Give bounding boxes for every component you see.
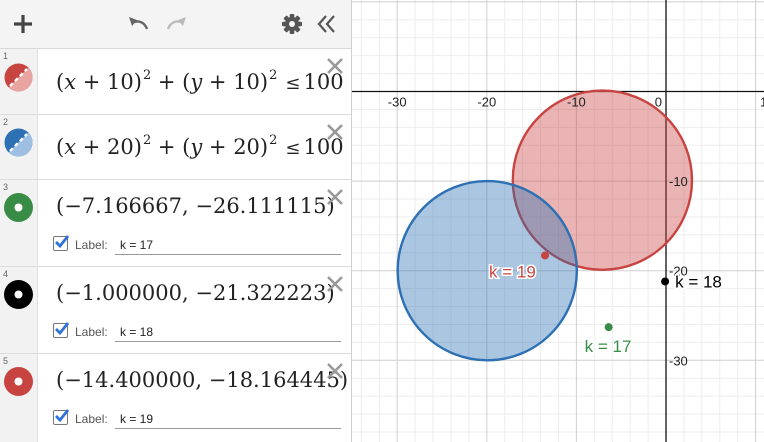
point-label: k = 19 xyxy=(489,262,536,281)
label-row: Label: k = 17 xyxy=(53,235,343,257)
shaded-inequality-icon xyxy=(4,128,33,157)
tick-labels: -30 -20 -10 0 1 -10 -20 -30 xyxy=(388,95,764,369)
label-input[interactable]: k = 18 xyxy=(115,321,341,342)
redo-icon xyxy=(166,17,186,30)
x-tick-label: 0 xyxy=(655,95,662,110)
expression-row-4[interactable]: 4 (−1.000000, −21.322223) Label: k = 18 xyxy=(0,267,351,354)
checkmark-icon xyxy=(55,322,69,336)
axes xyxy=(352,0,764,442)
point-icon xyxy=(14,377,23,386)
point-color-toggle[interactable] xyxy=(4,280,33,309)
gear-icon xyxy=(282,14,302,34)
double-chevron-left-icon xyxy=(317,15,335,33)
expression-index: 2 xyxy=(3,117,9,127)
expression-row-5[interactable]: 5 (−14.400000, −18.164445) Label: k = 19 xyxy=(0,354,351,442)
point-color-toggle[interactable] xyxy=(4,193,33,222)
inequality-x-offset: 20 xyxy=(107,135,134,159)
graph-point[interactable] xyxy=(661,277,670,286)
expression-row-3[interactable]: 3 (−7.166667, −26.111115) Label: k = 17 xyxy=(0,180,351,267)
y-tick-label: -10 xyxy=(669,174,688,189)
label-row: Label: k = 19 xyxy=(53,409,343,431)
expression-math[interactable]: (−7.166667, −26.111115) xyxy=(56,194,335,218)
x-tick-label: -10 xyxy=(567,95,586,110)
expression-index: 1 xyxy=(3,51,9,61)
label-caption: Label: xyxy=(75,238,108,252)
points-layer: k = 17 k = 18 k = 19 xyxy=(488,251,723,358)
minor-gridlines xyxy=(352,0,764,442)
point-x: −7.166667 xyxy=(64,194,182,218)
inequality-region-2 xyxy=(396,179,579,362)
point-icon xyxy=(14,290,23,299)
expression-row-1[interactable]: 1 (x + 10)2 + (y + 10)2 ≤100 xyxy=(0,49,351,115)
shaded-inequality-color-toggle[interactable] xyxy=(4,128,33,157)
point-icon xyxy=(14,203,23,212)
inequality-y-offset: 10 xyxy=(233,70,260,94)
shaded-inequality-color-toggle[interactable] xyxy=(4,63,33,92)
expression-math[interactable]: (x + 20)2 + (y + 20)2 ≤100 xyxy=(56,133,344,159)
y-tick-label: -20 xyxy=(669,264,688,279)
delete-expression-button[interactable] xyxy=(325,361,345,381)
inequality-regions xyxy=(396,89,694,362)
undo-button[interactable] xyxy=(125,10,153,38)
inequality-rhs: 100 xyxy=(303,135,344,159)
expression-gutter: 5 xyxy=(0,354,38,442)
x-tick-label: 1 xyxy=(760,95,764,110)
inequality-rhs: 100 xyxy=(303,70,344,94)
add-expression-button[interactable] xyxy=(9,10,37,38)
point-label: k = 18 xyxy=(675,272,722,291)
shaded-inequality-icon xyxy=(4,63,33,92)
undo-icon xyxy=(129,17,149,30)
expression-math[interactable]: (x + 10)2 + (y + 10)2 ≤100 xyxy=(56,68,344,94)
x-tick-label: -30 xyxy=(388,95,407,110)
point-label: k = 17 xyxy=(585,337,632,356)
expression-gutter: 1 xyxy=(0,49,38,114)
label-caption: Label: xyxy=(75,325,108,339)
inequality-y-offset: 20 xyxy=(233,135,260,159)
label-caption: Label: xyxy=(75,412,108,426)
expression-toolbar xyxy=(0,0,351,49)
label-checkbox[interactable] xyxy=(53,235,69,251)
label-row: Label: k = 18 xyxy=(53,322,343,344)
label-input[interactable]: k = 19 xyxy=(115,408,341,429)
delete-expression-button[interactable] xyxy=(325,56,345,76)
plus-icon xyxy=(14,15,32,33)
y-tick-label: -30 xyxy=(669,353,688,368)
expression-row-2[interactable]: 2 (x + 20)2 + (y + 20)2 ≤100 xyxy=(0,115,351,180)
label-checkbox[interactable] xyxy=(53,322,69,338)
expression-index: 5 xyxy=(3,356,9,366)
point-color-toggle[interactable] xyxy=(4,367,33,396)
label-checkbox[interactable] xyxy=(53,409,69,425)
point-y: −26.111115 xyxy=(195,194,327,218)
x-tick-label: -20 xyxy=(477,95,496,110)
expression-index: 4 xyxy=(3,269,9,279)
expression-math[interactable]: (−1.000000, −21.322223) xyxy=(56,281,335,305)
expression-gutter: 2 xyxy=(0,115,38,179)
point-x: −14.400000 xyxy=(64,368,196,392)
point-y: −21.322223 xyxy=(195,281,327,305)
expression-gutter: 4 xyxy=(0,267,38,353)
redo-button[interactable] xyxy=(162,10,190,38)
graph-canvas[interactable]: -30 -20 -10 0 1 -10 -20 -30 k = 17 k = 18 k = 19 xyxy=(352,0,764,442)
point-y: −18.164445 xyxy=(208,368,340,392)
delete-expression-button[interactable] xyxy=(325,122,345,142)
checkmark-icon xyxy=(55,409,69,423)
delete-expression-button[interactable] xyxy=(325,187,345,207)
expression-index: 3 xyxy=(3,182,9,192)
point-x: −1.000000 xyxy=(64,281,182,305)
inequality-x-offset: 10 xyxy=(107,70,134,94)
delete-expression-button[interactable] xyxy=(325,274,345,294)
collapse-panel-button[interactable] xyxy=(313,10,341,38)
checkmark-icon xyxy=(55,235,69,249)
graph-point[interactable] xyxy=(604,323,613,332)
graph-point[interactable] xyxy=(541,251,550,260)
label-input[interactable]: k = 17 xyxy=(115,234,341,255)
expression-panel: 1 (x + 10)2 + (y + 10)2 ≤100 2 xyxy=(0,0,352,442)
inequality-region-1 xyxy=(511,89,694,272)
expression-math[interactable]: (−14.400000, −18.164445) xyxy=(56,368,349,392)
settings-button[interactable] xyxy=(278,10,306,38)
expression-gutter: 3 xyxy=(0,180,38,266)
